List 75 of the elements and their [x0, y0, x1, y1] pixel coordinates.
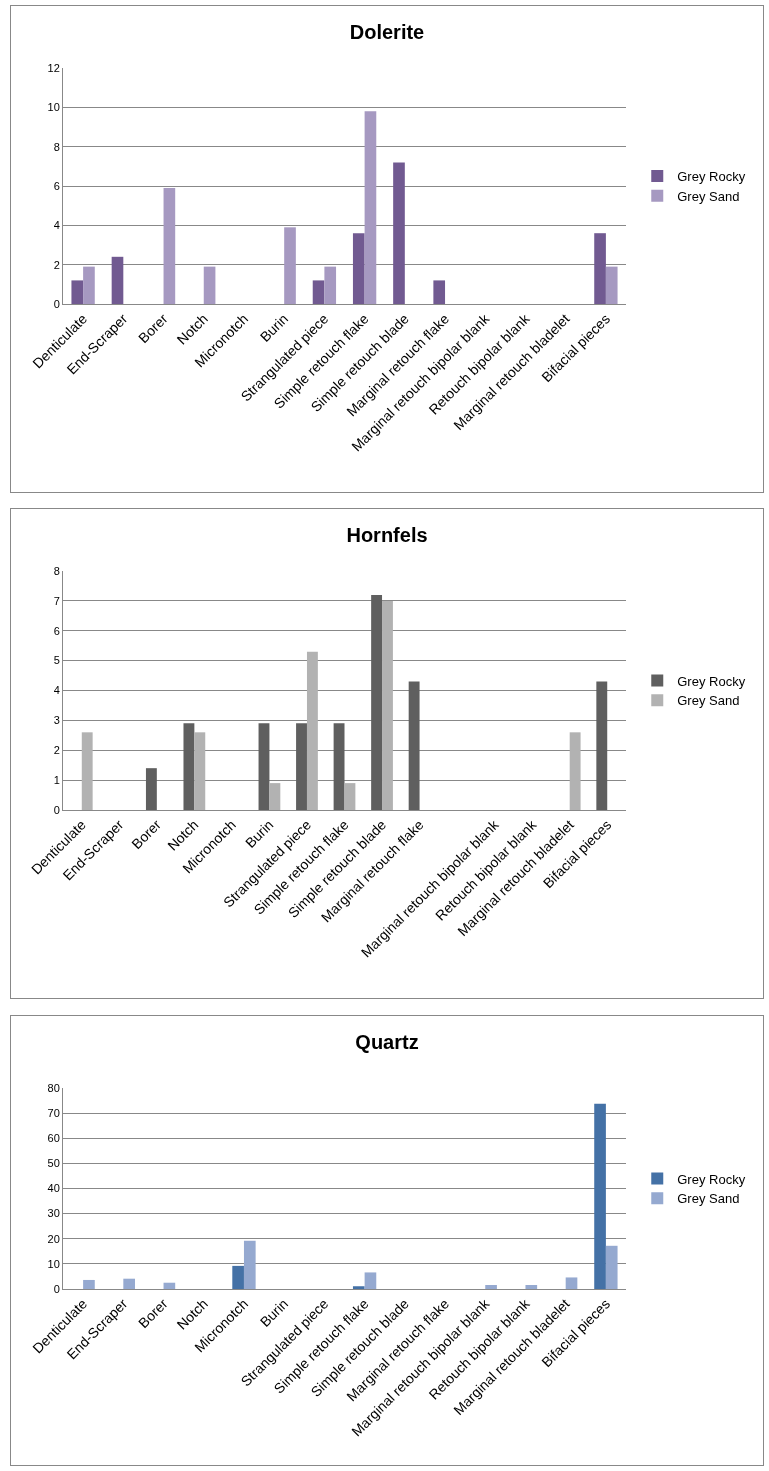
bar	[344, 783, 356, 810]
bar	[352, 233, 365, 304]
bar	[324, 266, 337, 304]
bar	[333, 723, 345, 810]
bar	[163, 1282, 176, 1289]
bar	[306, 651, 318, 810]
bar	[258, 723, 270, 810]
y-tick-label: 2	[53, 744, 60, 757]
bar	[596, 681, 608, 810]
bar	[594, 1103, 606, 1289]
bar	[83, 266, 95, 304]
legend-label: Grey Sand	[677, 188, 740, 204]
bar	[312, 280, 325, 304]
y-tick-label: 0	[53, 803, 60, 816]
bar	[194, 732, 206, 810]
bar	[371, 594, 383, 810]
y-tick-label: 70	[47, 1106, 60, 1119]
y-tick-label: 0	[53, 1282, 60, 1295]
y-tick-label: 12	[47, 61, 60, 74]
legend-label: Grey Rocky	[677, 673, 746, 689]
bar	[296, 723, 307, 810]
y-tick-label: 4	[53, 684, 60, 697]
y-tick-label: 50	[47, 1157, 60, 1170]
bar	[269, 783, 281, 810]
y-tick-label: 6	[53, 179, 60, 192]
y-tick-label: 1	[53, 773, 60, 786]
bar	[111, 256, 124, 304]
legend-label: Grey Sand	[677, 1191, 740, 1207]
bar	[605, 266, 618, 304]
bar	[232, 1265, 244, 1289]
bar	[565, 1277, 578, 1289]
chart-title: Dolerite	[349, 21, 425, 43]
bar	[163, 187, 176, 304]
legend-label: Grey Sand	[677, 693, 740, 709]
bar	[485, 1284, 497, 1289]
legend-label: Grey Rocky	[677, 1171, 746, 1187]
bar	[364, 1272, 377, 1289]
bar	[83, 1279, 95, 1289]
bar	[352, 1286, 365, 1289]
y-tick-label: 40	[47, 1182, 60, 1195]
bar	[525, 1284, 538, 1289]
y-tick-label: 5	[53, 654, 60, 667]
y-tick-label: 10	[47, 101, 60, 114]
y-tick-label: 30	[47, 1207, 60, 1220]
bar	[71, 280, 84, 304]
y-tick-label: 0	[53, 297, 60, 310]
y-tick-label: 6	[53, 624, 60, 637]
bar	[594, 233, 606, 304]
y-tick-label: 60	[47, 1132, 60, 1145]
bar	[123, 1278, 135, 1289]
bar	[203, 266, 216, 304]
legend-label: Grey Rocky	[677, 169, 746, 185]
bar	[408, 681, 420, 810]
y-tick-label: 8	[53, 140, 60, 153]
y-tick-label: 4	[53, 219, 60, 232]
bar	[284, 227, 296, 304]
y-tick-label: 8	[53, 564, 60, 577]
bar	[364, 111, 377, 304]
bar	[569, 732, 581, 810]
bar	[393, 162, 405, 304]
y-tick-label: 20	[47, 1232, 60, 1245]
bar	[605, 1245, 618, 1289]
chart-title: Hornfels	[346, 524, 428, 546]
y-tick-label: 10	[47, 1257, 60, 1270]
y-tick-label: 3	[53, 714, 60, 727]
y-tick-label: 2	[53, 258, 60, 271]
bar	[243, 1240, 256, 1289]
y-tick-label: 7	[53, 594, 60, 607]
y-tick-label: 80	[47, 1081, 60, 1094]
bar	[382, 600, 393, 810]
bar	[81, 732, 93, 810]
bar	[183, 723, 195, 810]
bar	[433, 280, 446, 304]
bar	[145, 768, 157, 810]
chart-title: Quartz	[355, 1031, 419, 1053]
